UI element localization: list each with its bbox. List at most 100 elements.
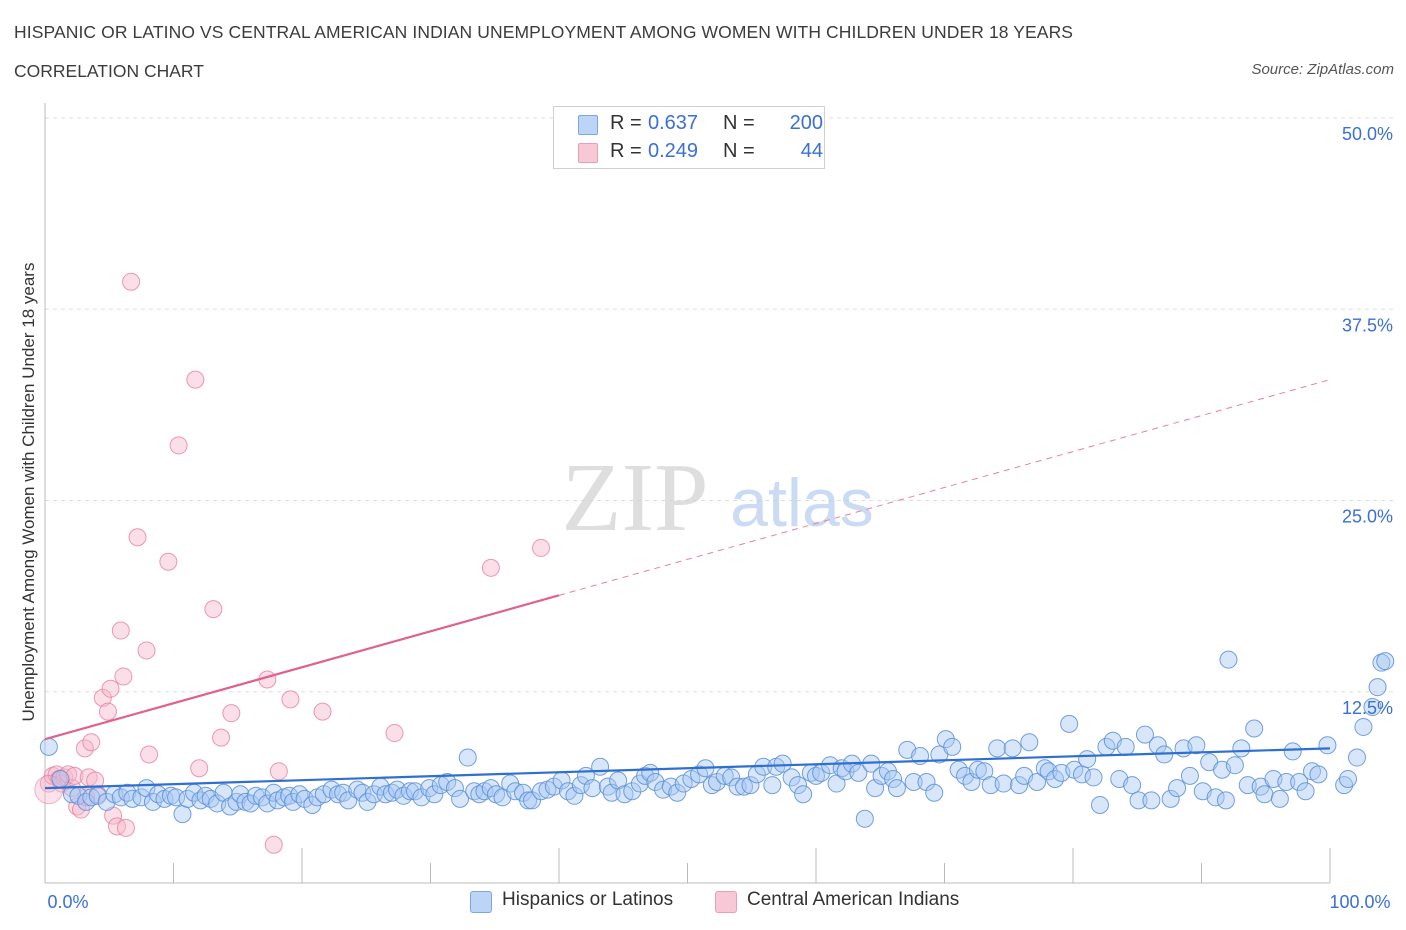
data-point-hispanics-or-latinos: [167, 788, 186, 807]
data-point-central-american-indians: [159, 552, 178, 571]
data-point-hispanics-or-latinos: [400, 782, 419, 801]
data-point-central-american-indians: [111, 621, 130, 640]
data-point-hispanics-or-latinos: [62, 785, 81, 804]
data-point-hispanics-or-latinos: [1354, 717, 1373, 736]
data-point-hispanics-or-latinos: [1376, 652, 1395, 671]
data-point-hispanics-or-latinos: [1245, 719, 1264, 738]
data-point-hispanics-or-latinos: [258, 794, 277, 813]
data-point-hispanics-or-latinos: [735, 777, 754, 796]
source-label: Source: ZipAtlas.com: [1251, 61, 1394, 78]
data-point-hispanics-or-latinos: [1187, 736, 1206, 755]
data-point-central-american-indians: [204, 600, 223, 619]
chart-subtitle: CORRELATION CHART: [14, 61, 204, 81]
data-point-hispanics-or-latinos: [728, 777, 747, 796]
data-point-hispanics-or-latinos: [968, 760, 987, 779]
hispanics-or-latinos-series: [39, 650, 1395, 828]
data-point-hispanics-or-latinos: [904, 773, 923, 792]
legend-swatch-blue: [470, 891, 492, 913]
data-point-central-american-indians: [140, 745, 159, 764]
data-point-hispanics-or-latinos: [1368, 678, 1387, 697]
data-point-hispanics-or-latinos: [1090, 795, 1109, 814]
data-point-hispanics-or-latinos: [807, 766, 825, 785]
data-point-hispanics-or-latinos: [353, 783, 372, 802]
data-point-hispanics-or-latinos: [123, 789, 142, 808]
data-point-central-american-indians: [532, 538, 551, 557]
data-point-hispanics-or-latinos: [1270, 789, 1289, 808]
data-point-hispanics-or-latinos: [1216, 791, 1235, 810]
legend-n-value: 200: [789, 112, 823, 134]
data-point-central-american-indians: [222, 704, 241, 723]
data-point-hispanics-or-latinos: [348, 780, 367, 799]
trend-line-hispanics-or-latinos: [44, 747, 1331, 790]
data-point-hispanics-or-latinos: [936, 730, 955, 749]
data-point-hispanics-or-latinos: [1084, 768, 1103, 787]
y-axis-label: Unemployment Among Women with Children U…: [19, 263, 38, 722]
data-point-hispanics-or-latinos: [1318, 736, 1337, 755]
legend-label: Central American Indians: [747, 889, 960, 910]
data-point-central-american-indians: [114, 667, 133, 686]
data-point-central-american-indians: [481, 558, 500, 577]
data-point-hispanics-or-latinos: [1123, 776, 1142, 795]
data-point-hispanics-or-latinos: [1020, 733, 1039, 752]
data-point-hispanics-or-latinos: [565, 786, 584, 805]
data-point-hispanics-or-latinos: [702, 776, 721, 795]
data-point-hispanics-or-latinos: [782, 768, 801, 787]
watermark-atlas: atlas: [730, 465, 874, 541]
data-point-central-american-indians: [212, 728, 231, 747]
data-point-hispanics-or-latinos: [39, 737, 58, 756]
x-min-label: 0.0%: [47, 892, 88, 912]
trend-line-extension-central-american-indians: [558, 379, 1331, 596]
data-point-hispanics-or-latinos: [1225, 756, 1244, 775]
data-point-central-american-indians: [98, 702, 117, 721]
data-point-hispanics-or-latinos: [173, 805, 192, 824]
data-point-central-american-indians: [101, 679, 120, 698]
data-point-hispanics-or-latinos: [253, 788, 272, 807]
data-point-central-american-indians: [116, 818, 135, 837]
legend-label: Hispanics or Latinos: [502, 889, 674, 910]
data-point-hispanics-or-latinos: [884, 769, 903, 788]
data-point-hispanics-or-latinos: [376, 785, 395, 804]
data-point-hispanics-or-latinos: [445, 779, 464, 798]
data-point-hispanics-or-latinos: [420, 779, 439, 798]
data-point-hispanics-or-latinos: [451, 789, 470, 808]
data-point-hispanics-or-latinos: [917, 773, 936, 792]
data-point-hispanics-or-latinos: [981, 776, 1000, 795]
data-point-hispanics-or-latinos: [1116, 737, 1135, 756]
grid-lines: [45, 117, 1395, 693]
trend-lines: [44, 379, 1331, 790]
data-point-hispanics-or-latinos: [1219, 650, 1238, 669]
data-point-hispanics-or-latinos: [872, 766, 891, 785]
data-point-hispanics-or-latinos: [887, 779, 906, 798]
x-max-label: 100.0%: [1329, 892, 1390, 912]
data-point-central-american-indians: [128, 528, 147, 547]
data-point-hispanics-or-latinos: [583, 779, 602, 798]
data-point-central-american-indians: [34, 775, 64, 805]
data-point-hispanics-or-latinos: [118, 783, 137, 802]
data-point-hispanics-or-latinos: [1028, 773, 1047, 792]
data-point-hispanics-or-latinos: [988, 739, 1007, 758]
data-point-hispanics-or-latinos: [636, 766, 655, 785]
data-point-hispanics-or-latinos: [668, 783, 687, 802]
legend-swatch-pink: [715, 891, 737, 913]
data-point-hispanics-or-latinos: [571, 776, 590, 795]
data-point-hispanics-or-latinos: [1338, 769, 1357, 788]
data-point-hispanics-or-latinos: [51, 769, 70, 788]
data-point-hispanics-or-latinos: [284, 792, 303, 811]
y-tick-labels: 12.5% 25.0% 37.5% 50.0%: [1342, 124, 1393, 718]
y-tick-label: 25.0%: [1342, 507, 1393, 527]
legend-n-value: 44: [800, 140, 823, 162]
data-point-hispanics-or-latinos: [1206, 788, 1225, 807]
axes: [44, 103, 1331, 884]
data-point-hispanics-or-latinos: [506, 782, 525, 801]
data-point-hispanics-or-latinos: [1161, 789, 1180, 808]
data-point-central-american-indians: [122, 272, 141, 291]
data-point-central-american-indians: [269, 762, 288, 781]
data-point-hispanics-or-latinos: [322, 780, 341, 799]
data-point-hispanics-or-latinos: [111, 788, 130, 807]
data-point-central-american-indians: [65, 766, 84, 785]
data-point-hispanics-or-latinos: [358, 792, 377, 811]
central-american-indians-series: [34, 272, 551, 854]
data-point-hispanics-or-latinos: [994, 774, 1013, 793]
data-point-hispanics-or-latinos: [741, 776, 760, 795]
data-point-hispanics-or-latinos: [789, 776, 808, 795]
